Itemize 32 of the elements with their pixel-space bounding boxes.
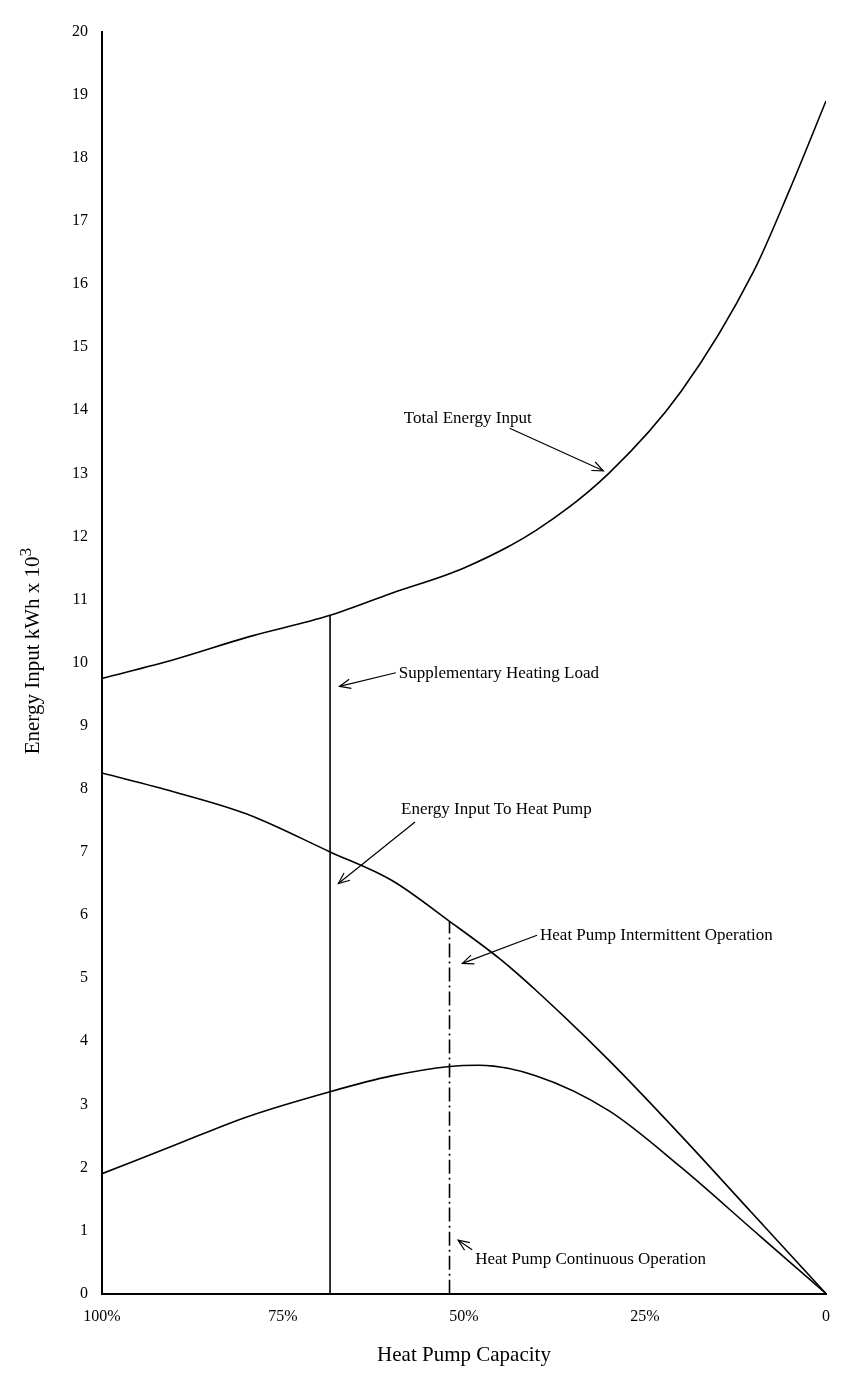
y-tick-label: 13 xyxy=(72,463,88,481)
y-tick-label: 14 xyxy=(72,400,88,418)
y-tick-label: 12 xyxy=(72,526,88,544)
x-tick-label: 25% xyxy=(630,1307,660,1325)
annotation: Total Energy Input xyxy=(403,408,532,428)
annotation: Heat Pump Continuous Operation xyxy=(475,1248,707,1268)
y-tick-label: 11 xyxy=(72,589,88,607)
x-tick-label: 75% xyxy=(268,1307,298,1325)
y-tick-label: 8 xyxy=(80,779,88,796)
y-tick-label: 0 xyxy=(80,1283,88,1301)
annotation: Supplementary Heating Load xyxy=(398,662,600,682)
y-tick-label: 9 xyxy=(80,715,88,733)
y-tick-label: 20 xyxy=(72,21,88,39)
y-tick-label: 16 xyxy=(72,274,88,292)
y-tick-label: 10 xyxy=(72,652,88,670)
y-tick-label: 15 xyxy=(72,337,88,355)
x-tick-label: 50% xyxy=(449,1307,479,1325)
annotation: Heat Pump Intermittent Operation xyxy=(540,925,774,945)
y-tick-label: 19 xyxy=(72,84,88,102)
y-tick-label: 5 xyxy=(80,968,88,986)
y-tick-label: 3 xyxy=(80,1094,88,1112)
y-tick-label: 17 xyxy=(72,211,88,229)
y-tick-label: 1 xyxy=(80,1220,88,1238)
y-tick-label: 6 xyxy=(80,905,88,923)
y-tick-label: 18 xyxy=(72,148,88,165)
y-tick-label: 4 xyxy=(80,1031,88,1049)
x-tick-label: 100% xyxy=(83,1307,121,1325)
x-tick-label: 0 xyxy=(822,1307,830,1325)
y-tick-label: 2 xyxy=(80,1157,88,1175)
x-axis-title: Heat Pump Capacity xyxy=(377,1341,552,1366)
y-tick-label: 7 xyxy=(80,842,88,860)
annotation: Energy Input To Heat Pump xyxy=(401,799,592,819)
